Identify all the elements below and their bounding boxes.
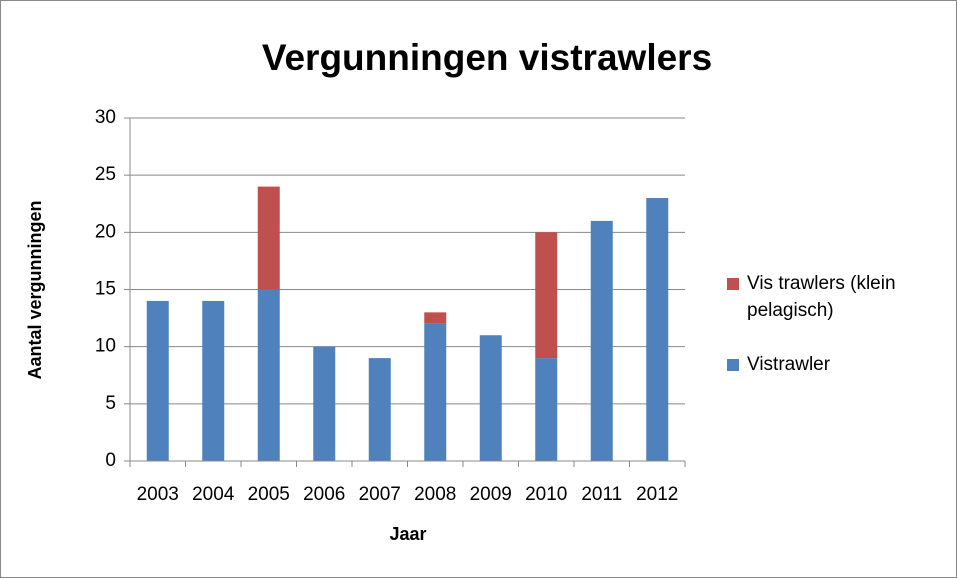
bar: [535, 232, 558, 359]
legend-label: Vis trawlers (klein pelagisch): [747, 273, 896, 321]
x-tick-label: 2004: [192, 484, 235, 505]
y-axis-label: Aantal vergunningen: [25, 200, 45, 379]
bar: [313, 346, 336, 461]
bar: [368, 358, 391, 461]
bar: [202, 300, 225, 461]
bar: [257, 289, 280, 461]
bar: [535, 358, 558, 461]
x-tick-label: 2012: [636, 484, 678, 505]
legend-item: Vistrawler: [727, 351, 947, 378]
x-tick-label: 2011: [581, 484, 622, 505]
bar: [257, 186, 280, 290]
bar: [646, 198, 669, 462]
chart-title: Vergunningen vistrawlers: [262, 37, 712, 78]
x-tick-label: 2009: [470, 484, 512, 505]
x-tick-label: 2008: [414, 484, 456, 505]
y-tick-label: 10: [95, 336, 116, 357]
legend-swatch: [727, 359, 739, 371]
legend-item: Vis trawlers (klein pelagisch): [727, 270, 947, 324]
y-tick-label: 0: [105, 450, 116, 471]
bar: [590, 220, 613, 461]
legend-label: Vistrawler: [747, 354, 831, 375]
y-tick-label: 20: [95, 221, 116, 242]
x-tick-label: 2003: [137, 484, 179, 505]
x-tick-label: 2007: [359, 484, 401, 505]
y-tick-label: 25: [95, 164, 116, 185]
y-tick-label: 15: [95, 279, 116, 300]
x-tick-label: 2010: [525, 484, 567, 505]
y-tick-label: 5: [105, 393, 116, 414]
bar: [424, 312, 447, 324]
x-tick-label: 2005: [248, 484, 290, 505]
bar: [146, 300, 169, 461]
y-tick-label: 30: [95, 107, 116, 128]
x-tick-label: 2006: [303, 484, 345, 505]
bar: [479, 335, 502, 461]
legend-swatch: [727, 278, 739, 290]
x-axis-label: Jaar: [389, 524, 426, 544]
bar: [424, 323, 447, 461]
